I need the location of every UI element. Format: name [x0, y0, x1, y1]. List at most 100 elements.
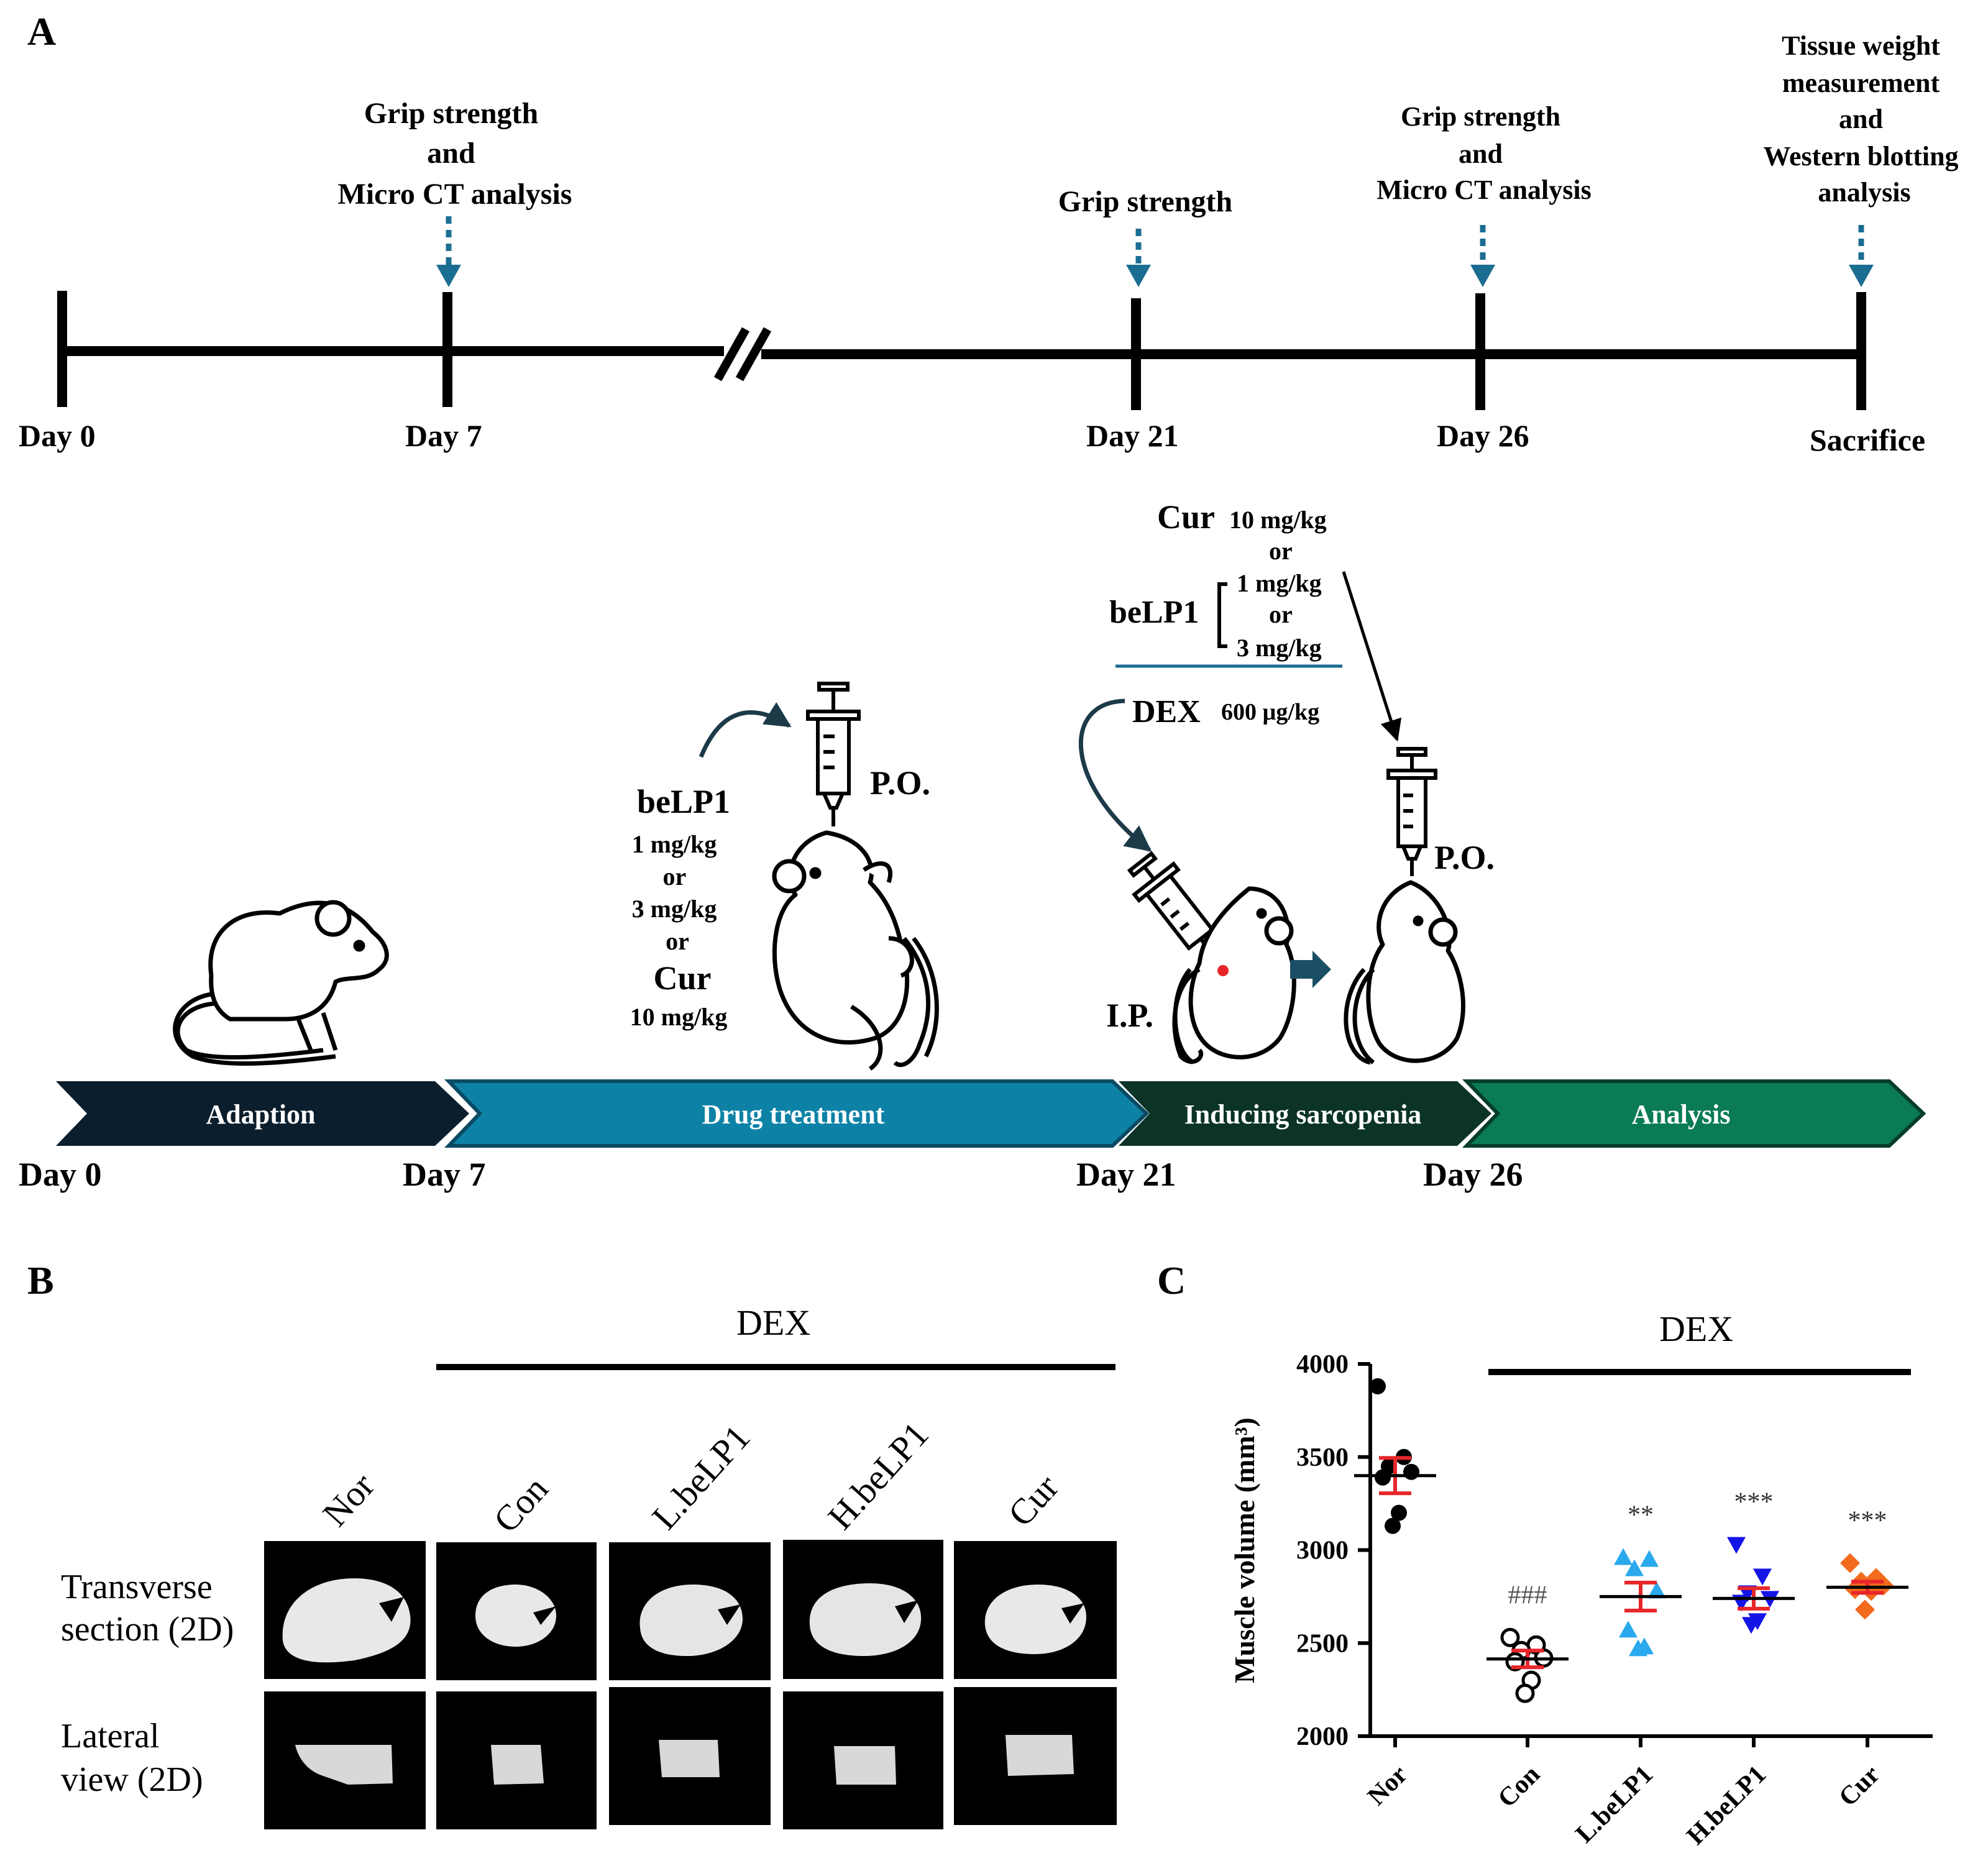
row1-line: section (2D)	[61, 1610, 234, 1649]
phase-day: Day 21	[1076, 1156, 1176, 1193]
x-tick-label: Cur	[1833, 1760, 1885, 1813]
top-day7: Day 7	[405, 418, 482, 453]
phase-day-labels: Day 0 Day 7 Day 21 Day 26	[19, 1156, 1523, 1193]
phase-label: Adaption	[206, 1099, 315, 1130]
cur2-dose: 10 mg/kg	[1229, 506, 1327, 534]
significance-mark: **	[1628, 1501, 1654, 1529]
dex-label: DEX	[1132, 694, 1201, 730]
bracket-line: or	[1269, 600, 1292, 628]
row1-line: Transverse	[61, 1568, 213, 1606]
row2-line: view (2D)	[61, 1760, 203, 1799]
phase-labels: Adaption Drug treatment Inducing sarcope…	[206, 1099, 1730, 1130]
dotted-arrows	[446, 216, 1864, 265]
injection-site	[1217, 965, 1229, 976]
annsac-line: Tissue weight	[1782, 30, 1940, 61]
group-label-lbelp1: L.beLP1	[644, 1417, 758, 1537]
data-point	[1619, 1621, 1638, 1638]
panel-c-label: C	[1157, 1258, 1186, 1302]
chart-axes	[1368, 1364, 1933, 1738]
mouse-ip	[1172, 886, 1296, 1065]
significance-mark: ###	[1508, 1581, 1547, 1609]
x-tick-label: Nor	[1362, 1760, 1413, 1811]
phase-drug	[444, 1079, 1150, 1148]
phase-day: Day 26	[1423, 1156, 1523, 1193]
ip-label: I.P.	[1106, 997, 1153, 1034]
data-point	[1753, 1568, 1772, 1586]
data-point	[1855, 1599, 1875, 1620]
dex-dose: 600 µg/kg	[1221, 699, 1319, 725]
phase-day: Day 0	[19, 1156, 102, 1193]
chart-annotations: ###** ******	[1508, 1488, 1887, 1610]
phase-adaption	[56, 1081, 469, 1146]
data-point	[1385, 1517, 1401, 1534]
mouse-held-2	[1344, 880, 1465, 1065]
belp1-dex: beLP1	[1109, 595, 1199, 630]
x-tick-label: Con	[1493, 1760, 1546, 1813]
arrowhead-day7	[436, 265, 461, 287]
top-day21: Day 21	[1086, 418, 1179, 453]
data-point	[1375, 1469, 1391, 1486]
top-day0: Day 0	[19, 418, 96, 453]
annotation-sacrifice: Tissue weight measurement and Western bl…	[1763, 30, 1965, 208]
top-day26: Day 26	[1437, 418, 1529, 453]
ann21-line: Grip strength	[1058, 185, 1232, 218]
top-day-labels: Day 0 Day 7 Day 21 Day 26 Sacrifice	[19, 418, 1925, 457]
bracket-line: 1 mg/kg	[1237, 569, 1322, 597]
y-tick-label: 4000	[1296, 1350, 1349, 1379]
annotation-day26: Grip strength and Micro CT analysis	[1376, 101, 1592, 205]
data-point	[1500, 1627, 1520, 1647]
data-point	[1629, 1639, 1647, 1657]
significance-mark: ***	[1848, 1506, 1887, 1535]
lateral-images	[264, 1687, 1117, 1829]
data-point	[1391, 1504, 1407, 1521]
ann26-line: Micro CT analysis	[1376, 175, 1592, 205]
x-tick-label: L.beLP1	[1570, 1760, 1659, 1849]
data-point	[1614, 1548, 1633, 1565]
dose-line: or	[666, 927, 689, 955]
po-label-2: P.O.	[1434, 839, 1495, 876]
panel-b-label: B	[27, 1258, 54, 1302]
ann7-line: Grip strength	[364, 97, 538, 130]
curved-arrow-po	[699, 702, 792, 758]
data-point	[1727, 1537, 1746, 1554]
annotation-day7: Grip strength and Micro CT analysis	[338, 97, 572, 211]
group-label-nor: Nor	[314, 1465, 382, 1534]
top-sacrifice: Sacrifice	[1810, 423, 1925, 457]
data-point	[1742, 1617, 1761, 1634]
phase-label: Inducing sarcopenia	[1184, 1099, 1422, 1130]
dose-line: 1 mg/kg	[632, 830, 717, 858]
bracket-doses: 1 mg/kg or 3 mg/kg	[1237, 569, 1328, 662]
chart-points	[1370, 1378, 1894, 1703]
phase-day: Day 7	[403, 1156, 486, 1193]
panel-a-label: A	[27, 9, 56, 53]
data-point	[1647, 1581, 1666, 1599]
data-point	[1625, 1559, 1644, 1576]
bracket-line: 3 mg/kg	[1237, 634, 1322, 662]
mouse-sitting	[173, 900, 389, 1066]
y-axis-label: Muscle volume (mm³)	[1229, 1417, 1260, 1683]
ann7-line: and	[427, 137, 475, 170]
arrow-to-po2	[1342, 571, 1402, 742]
syringe-po-1	[806, 682, 861, 826]
dose-line: or	[662, 862, 685, 890]
y-tick-label: 3000	[1296, 1537, 1349, 1565]
annsac-line: analysis	[1818, 177, 1910, 208]
y-tick-label: 2500	[1296, 1629, 1349, 1658]
group-labels-b: Nor Con L.beLP1 H.beLP1 Cur	[314, 1414, 1066, 1540]
annsac-line: Western blotting	[1763, 141, 1958, 172]
phase-analysis	[1462, 1079, 1926, 1148]
arrowhead-day21	[1126, 265, 1151, 287]
dose-bracket	[1217, 582, 1227, 648]
syringe-po-2	[1386, 747, 1437, 876]
axis-break	[713, 327, 772, 382]
treatment-doses: 1 mg/kg or 3 mg/kg or	[632, 830, 723, 955]
data-point	[1515, 1683, 1535, 1703]
data-point	[1403, 1463, 1419, 1480]
ann26-line: Grip strength	[1401, 101, 1560, 132]
annsac-line: and	[1839, 104, 1883, 134]
arrow-block	[1290, 951, 1331, 988]
row2-line: Lateral	[61, 1717, 160, 1755]
annsac-line: measurement	[1782, 68, 1940, 98]
top-timeline	[57, 291, 1866, 410]
y-tick-label: 3500	[1296, 1443, 1349, 1472]
